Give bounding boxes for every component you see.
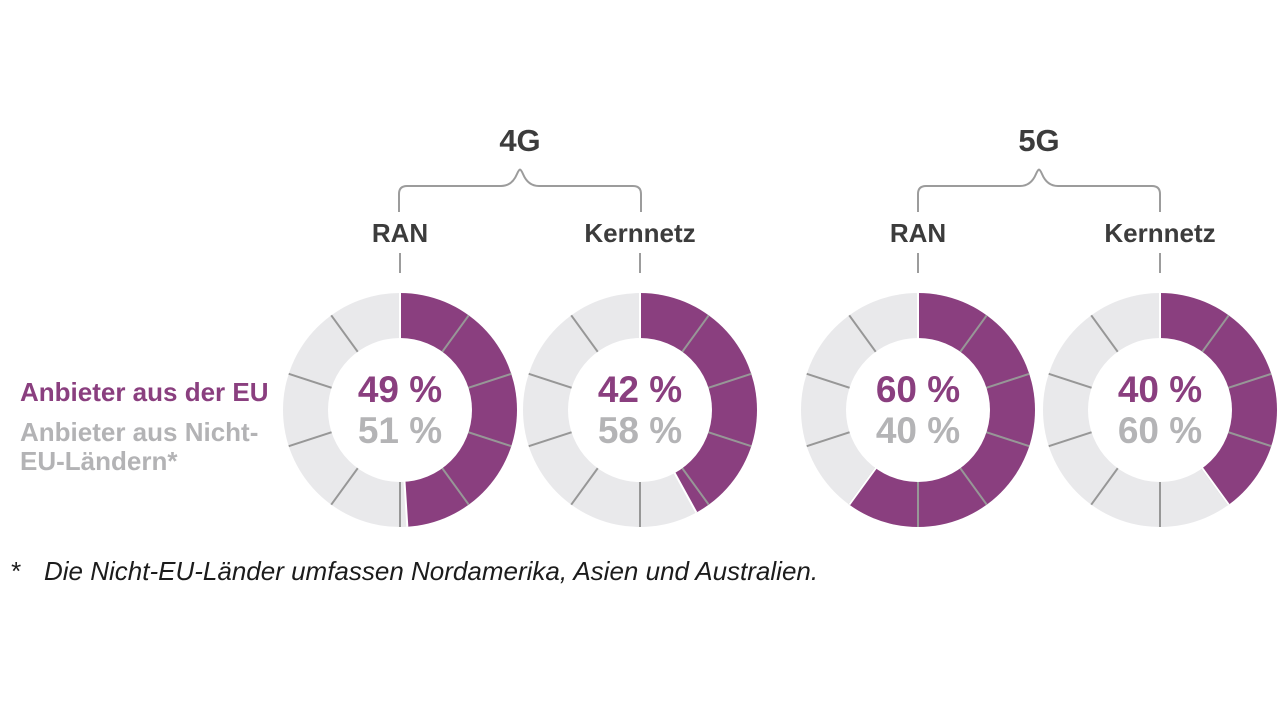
donut-hole xyxy=(328,338,472,482)
legend: Anbieter aus der EU Anbieter aus Nicht- … xyxy=(20,377,300,476)
non-eu-share-value: 40 % xyxy=(875,410,961,451)
chart-label-5g-kernnetz: Kernnetz xyxy=(1104,218,1216,248)
eu-share-value: 40 % xyxy=(1117,369,1203,410)
non-eu-share-value: 51 % xyxy=(357,410,443,451)
chart-label-5g-ran: RAN xyxy=(889,218,947,248)
footnote: * Die Nicht-EU-Länder umfassen Nordameri… xyxy=(10,556,818,587)
eu-share-value: 49 % xyxy=(357,369,443,410)
legend-non-eu-line1: Anbieter aus Nicht- xyxy=(20,417,259,447)
donut-chart-5g-ran: 60 % 40 % xyxy=(801,293,1035,527)
pointer-line xyxy=(399,253,401,273)
group-title-4g: 4G xyxy=(499,123,541,158)
pointer-line xyxy=(639,253,641,273)
bracket-4g-path xyxy=(398,168,642,212)
donut-chart-5g-kernnetz: 40 % 60 % xyxy=(1043,293,1277,527)
donut-values: 49 % 51 % xyxy=(283,293,517,527)
legend-non-eu-line2: EU-Ländern* xyxy=(20,446,178,476)
footnote-marker: * xyxy=(10,556,21,586)
non-eu-share-value: 58 % xyxy=(597,410,683,451)
donut-chart-4g-ran: 49 % 51 % xyxy=(283,293,517,527)
bracket-5g xyxy=(917,168,1161,212)
chart-label-4g-kernnetz: Kernnetz xyxy=(584,218,696,248)
pointer-line xyxy=(917,253,919,273)
donut-hole xyxy=(1088,338,1232,482)
donut-hole xyxy=(846,338,990,482)
legend-eu-label: Anbieter aus der EU xyxy=(20,377,269,407)
donut-values: 60 % 40 % xyxy=(801,293,1035,527)
chart-column-5g-kernnetz: Kernnetz 40 % 60 % xyxy=(1043,218,1277,530)
donut-values: 40 % 60 % xyxy=(1043,293,1277,527)
non-eu-share-value: 60 % xyxy=(1117,410,1203,451)
donut-chart-4g-kernnetz: 42 % 58 % xyxy=(523,293,757,527)
chart-column-5g-ran: RAN 60 % 40 % xyxy=(801,218,1035,530)
donut-values: 42 % 58 % xyxy=(523,293,757,527)
donut-hole xyxy=(568,338,712,482)
legend-non-eu-label: Anbieter aus Nicht- EU-Ländern* xyxy=(20,418,300,476)
eu-share-value: 42 % xyxy=(597,369,683,410)
pointer-line xyxy=(1159,253,1161,273)
chart-column-4g-ran: RAN 49 % 51 % xyxy=(283,218,517,530)
chart-column-4g-kernnetz: Kernnetz 42 % 58 % xyxy=(523,218,757,530)
eu-share-value: 60 % xyxy=(875,369,961,410)
bracket-4g xyxy=(398,168,642,212)
bracket-5g-path xyxy=(917,168,1161,212)
chart-label-4g-ran: RAN xyxy=(371,218,429,248)
footnote-text: Die Nicht-EU-Länder umfassen Nordamerika… xyxy=(44,556,819,586)
group-title-5g: 5G xyxy=(1018,123,1060,158)
